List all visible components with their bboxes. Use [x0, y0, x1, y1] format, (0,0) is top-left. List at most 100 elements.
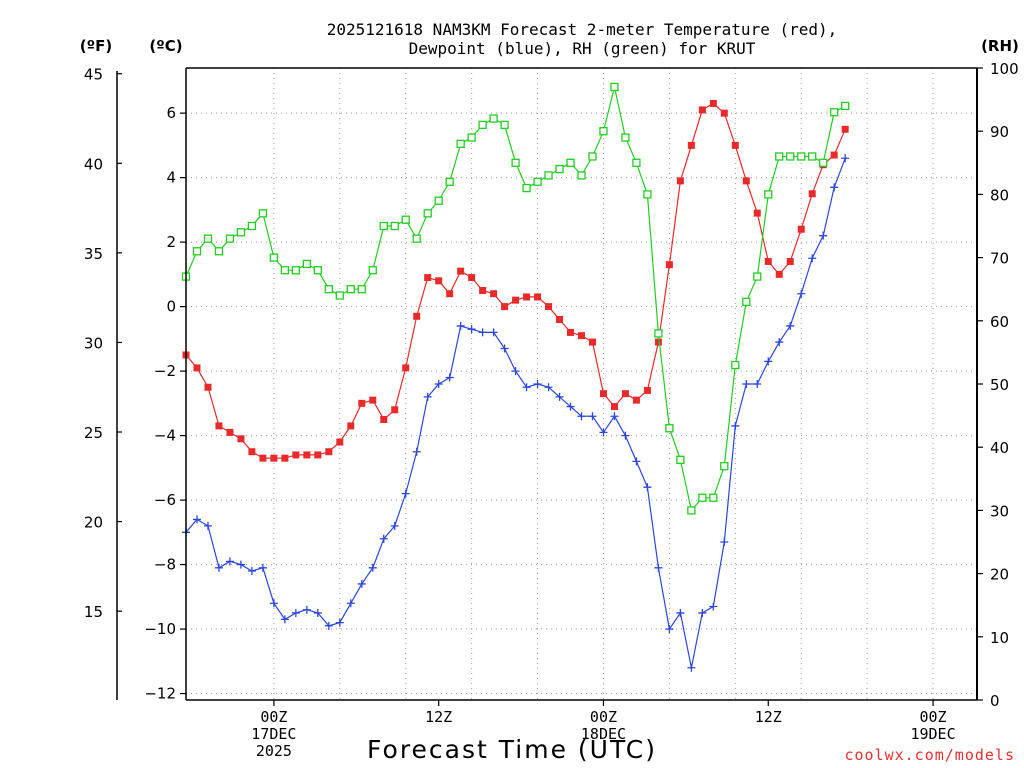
data-point — [203, 521, 212, 530]
chart-title-line-2: Dewpoint (blue), RH (green) for KRUT — [409, 39, 756, 58]
data-point — [512, 296, 520, 304]
data-point — [534, 293, 542, 301]
data-point — [203, 234, 213, 243]
x-tick-label: 18DEC — [581, 725, 626, 743]
data-point — [269, 253, 279, 262]
data-point — [435, 277, 443, 285]
data-point — [709, 602, 718, 611]
data-point — [830, 108, 839, 117]
data-series — [181, 82, 850, 672]
celsius-tick-label: 4 — [166, 169, 176, 187]
data-point — [302, 259, 311, 269]
data-point — [401, 489, 410, 498]
data-point — [621, 431, 630, 440]
data-point — [676, 608, 685, 617]
credit-label: coolwx.com/models — [844, 746, 1015, 764]
data-point — [632, 457, 641, 466]
data-point — [456, 321, 465, 330]
data-point — [401, 215, 410, 224]
data-point — [357, 579, 366, 588]
data-point — [665, 424, 674, 433]
data-point — [501, 303, 509, 311]
data-point — [324, 285, 333, 294]
fahrenheit-tick-label: 15 — [84, 603, 103, 621]
data-point — [808, 254, 817, 263]
data-point — [764, 257, 772, 265]
data-point — [302, 605, 311, 614]
data-point — [610, 412, 619, 421]
data-point — [632, 396, 640, 404]
x-tick-label: 00Z — [260, 708, 287, 726]
data-point — [533, 380, 542, 388]
data-point — [588, 338, 596, 346]
data-point — [478, 328, 487, 337]
rh-tick-label: 80 — [990, 186, 1009, 204]
data-point — [555, 392, 564, 401]
data-point — [391, 406, 399, 414]
chart-title-line-1: 2025121618 NAM3KM Forecast 2-meter Tempe… — [327, 20, 838, 39]
celsius-tick-label: −2 — [154, 362, 176, 380]
data-point — [742, 297, 751, 306]
data-point — [424, 274, 432, 282]
data-point — [390, 521, 399, 530]
data-point — [698, 493, 707, 502]
data-point — [336, 438, 344, 446]
data-point — [544, 171, 553, 180]
celsius-unit-label: (ºC) — [149, 37, 182, 55]
data-point — [434, 196, 443, 205]
data-point — [192, 515, 201, 524]
data-point — [830, 151, 838, 159]
data-point — [654, 329, 663, 338]
data-point — [687, 663, 696, 672]
rh-tick-label: 40 — [990, 439, 1009, 457]
data-point — [258, 563, 267, 572]
data-point — [786, 321, 795, 330]
data-point — [742, 380, 751, 388]
data-point — [489, 328, 498, 337]
rh-tick-label: 20 — [990, 566, 1009, 584]
data-point — [720, 109, 728, 117]
data-point — [412, 234, 421, 243]
data-point — [643, 483, 652, 492]
fahrenheit-tick-label: 20 — [84, 514, 103, 532]
data-point — [347, 422, 355, 430]
data-point — [687, 506, 696, 515]
data-point — [225, 234, 235, 243]
x-axis-title: Forecast Time (UTC) — [367, 735, 657, 764]
celsius-tick-label: −6 — [154, 491, 176, 509]
series-dewpoint — [182, 154, 850, 672]
data-point — [259, 454, 267, 462]
data-point — [247, 567, 256, 576]
series-rh — [181, 82, 850, 515]
data-point — [665, 261, 673, 269]
data-point — [368, 266, 377, 275]
data-point — [786, 257, 794, 265]
data-point — [797, 225, 805, 233]
chart-axes: −12 −10 −8 −6 −4 −2 0 2 4 6 15 20 25 30 35 40 45 0 10 20 30 4… — [84, 60, 1019, 710]
series-temperature — [182, 99, 849, 462]
data-point — [467, 325, 476, 334]
data-point — [709, 493, 718, 502]
data-point — [445, 373, 454, 382]
x-tick-label: 19DEC — [910, 725, 955, 743]
data-point — [567, 328, 575, 336]
data-point — [270, 454, 278, 462]
data-point — [214, 563, 223, 572]
data-point — [468, 274, 476, 282]
data-point — [841, 125, 849, 133]
data-point — [280, 266, 290, 275]
data-point — [599, 127, 608, 136]
celsius-tick-label: 2 — [166, 233, 176, 251]
x-tick-label: 17DEC — [251, 725, 296, 743]
data-point — [610, 403, 618, 411]
data-point — [390, 221, 399, 231]
data-point — [621, 390, 629, 398]
celsius-tick-label: 0 — [166, 298, 176, 316]
data-point — [841, 154, 850, 163]
celsius-tick-label: −10 — [144, 620, 176, 638]
data-point — [797, 152, 806, 161]
data-point — [413, 312, 421, 320]
data-point — [434, 380, 443, 388]
data-point — [720, 462, 729, 471]
